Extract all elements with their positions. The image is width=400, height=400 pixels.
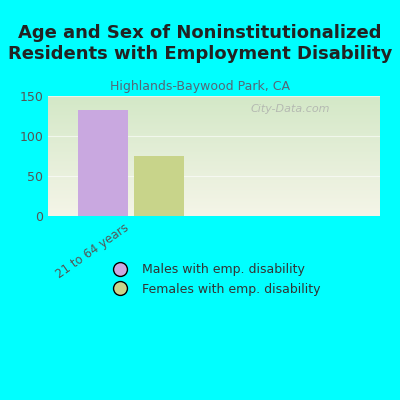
Text: Highlands-Baywood Park, CA: Highlands-Baywood Park, CA	[110, 80, 290, 93]
Legend: Males with emp. disability, Females with emp. disability: Males with emp. disability, Females with…	[102, 258, 326, 300]
Bar	[78, 110, 128, 216]
Bar	[134, 156, 184, 216]
Text: Age and Sex of Noninstitutionalized
Residents with Employment Disability: Age and Sex of Noninstitutionalized Resi…	[8, 24, 392, 63]
Text: City-Data.com: City-Data.com	[251, 104, 330, 114]
